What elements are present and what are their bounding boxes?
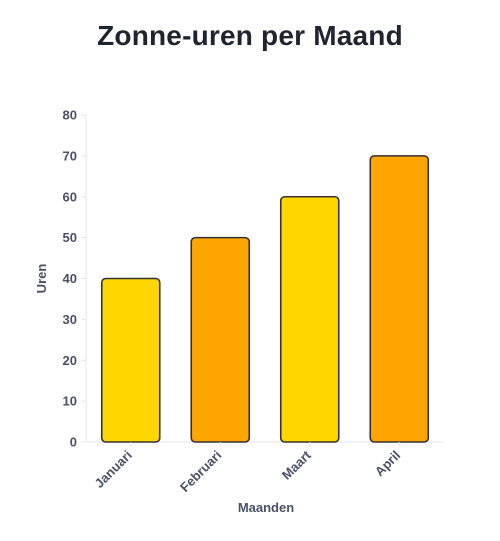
y-tick-label: 40: [63, 271, 77, 286]
x-tick-label: Februari: [177, 448, 224, 495]
bar-april: [369, 155, 430, 443]
bar-februari: [190, 236, 251, 443]
y-axis-label: Uren: [34, 264, 49, 294]
y-tick-label: 70: [63, 148, 77, 163]
chart-title: Zonne-uren per Maand: [97, 20, 403, 51]
x-tick-label: Januari: [92, 448, 135, 491]
x-tick-label: Maart: [279, 447, 315, 483]
x-tick-label: April: [372, 448, 404, 480]
y-tick-label: 80: [63, 108, 77, 123]
x-tick-labels: Januari Februari Maart April: [92, 442, 404, 495]
y-tick-labels: 0 10 20 30 40 50 60 70 80: [63, 108, 86, 450]
bar-maart: [279, 195, 340, 443]
y-tick-label: 0: [70, 435, 77, 450]
chart-bars: [100, 155, 430, 443]
y-tick-label: 20: [63, 353, 77, 368]
y-tick-label: 60: [63, 189, 77, 204]
y-tick-label: 30: [63, 312, 77, 327]
x-axis-label: Maanden: [238, 500, 294, 515]
y-tick-label: 10: [63, 394, 77, 409]
y-tick-label: 50: [63, 230, 77, 245]
bar-januari: [100, 277, 161, 443]
